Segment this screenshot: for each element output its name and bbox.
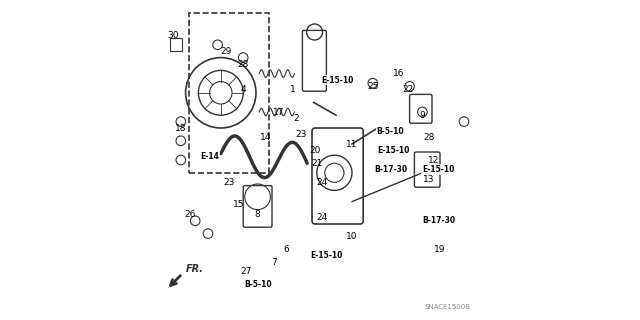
Text: B-17-30: B-17-30 [374, 165, 407, 174]
Text: 28: 28 [423, 133, 435, 142]
Text: 20: 20 [310, 146, 321, 155]
Text: 2: 2 [293, 114, 299, 123]
Text: FR.: FR. [186, 264, 204, 274]
Text: 29: 29 [220, 47, 231, 56]
Text: 25: 25 [367, 82, 378, 91]
Text: 22: 22 [403, 85, 413, 94]
Text: E-14: E-14 [200, 152, 219, 161]
Text: E-15-10: E-15-10 [321, 76, 354, 84]
Text: E-15-10: E-15-10 [422, 165, 454, 174]
Text: 15: 15 [233, 200, 244, 209]
Text: 4: 4 [241, 85, 246, 94]
Text: 21: 21 [311, 159, 323, 168]
Text: E-15-10: E-15-10 [378, 146, 410, 155]
Text: 24: 24 [316, 178, 327, 187]
Text: 28: 28 [237, 60, 249, 68]
Text: 7: 7 [271, 258, 276, 267]
Text: 19: 19 [435, 245, 445, 254]
Text: B-5-10: B-5-10 [244, 280, 271, 289]
Text: 18: 18 [175, 124, 186, 132]
Text: 26: 26 [185, 210, 196, 219]
Text: 16: 16 [393, 69, 404, 78]
Text: 13: 13 [423, 175, 435, 184]
Text: E-15-10: E-15-10 [310, 252, 342, 260]
Text: 14: 14 [260, 133, 271, 142]
Text: 1: 1 [290, 85, 296, 94]
Text: 6: 6 [284, 245, 289, 254]
Text: B-5-10: B-5-10 [376, 127, 404, 136]
Text: 23: 23 [223, 178, 234, 187]
Text: 9: 9 [420, 111, 425, 120]
Text: 17: 17 [273, 108, 284, 116]
Text: B-17-30: B-17-30 [422, 216, 455, 225]
Text: 24: 24 [316, 213, 327, 222]
Text: 27: 27 [241, 268, 252, 276]
Text: 30: 30 [167, 31, 179, 40]
Text: 8: 8 [255, 210, 260, 219]
Text: SNACE1500B: SNACE1500B [424, 304, 470, 310]
Text: 10: 10 [346, 232, 358, 241]
Text: 11: 11 [346, 140, 358, 148]
Text: 23: 23 [295, 130, 307, 139]
Text: 12: 12 [428, 156, 439, 164]
